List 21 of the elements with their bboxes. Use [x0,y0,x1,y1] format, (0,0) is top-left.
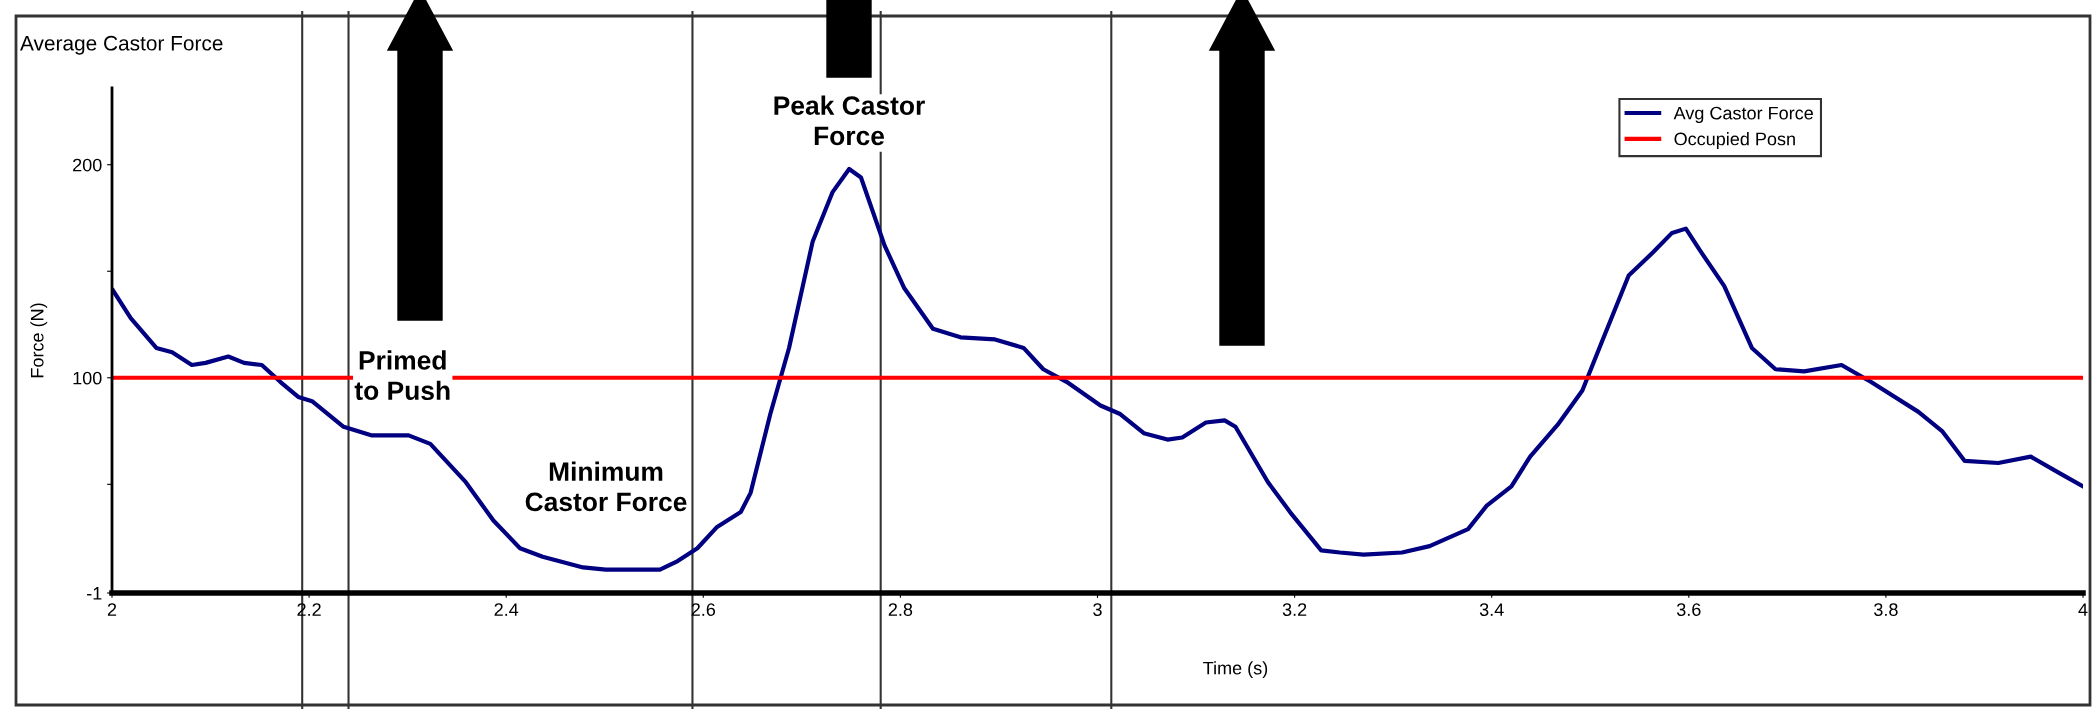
chart-title: Average Castor Force [20,35,223,55]
x-tick-label: 3.2 [1282,603,1307,616]
annotation: Primed to Push [354,350,450,401]
annotation: Peak Castor Force [774,95,925,146]
y-axis-title: Force (N) [30,303,48,378]
x-tick-label: 4 [2078,603,2088,616]
x-tick-label: 2 [107,603,117,616]
x-tick-label: 2.8 [888,603,913,616]
x-tick-label: 3 [1093,603,1102,616]
x-axis-title: Time (s) [1203,661,1268,679]
legend-label: Avg Castor Force [1673,106,1813,124]
line-series [112,166,2083,572]
x-tick-label: 3.4 [1479,603,1504,616]
y-tick-label: -1 [87,587,102,600]
y-tick-label: 100 [73,371,102,385]
x-tick-label: 2.4 [494,603,519,616]
x-tick-label: 3.8 [1874,603,1898,616]
y-tick-label: 200 [73,158,102,172]
x-tick-label: 3.6 [1676,603,1701,616]
legend-label: Occupied Posn [1674,132,1795,149]
annotation: Minimum Castor Force [525,461,687,512]
